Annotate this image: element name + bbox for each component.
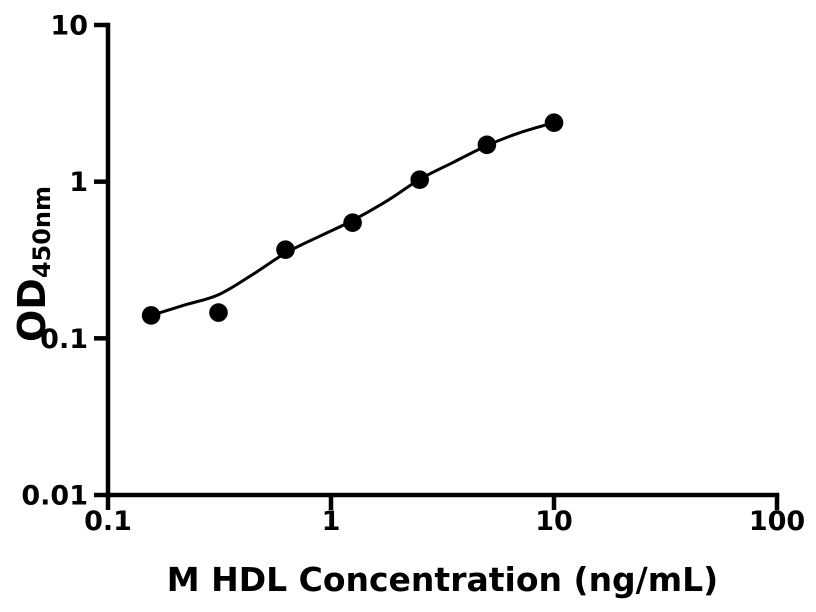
data-point-marker xyxy=(276,240,295,259)
y-tick-label: 10 xyxy=(50,11,88,42)
data-points xyxy=(141,113,564,325)
y-tick-label: 0.1 xyxy=(40,324,88,355)
data-point-marker xyxy=(477,135,497,155)
y-axis-title-subscript: 450nm xyxy=(28,186,56,278)
x-tick-label: 10 xyxy=(535,506,573,537)
data-point-marker xyxy=(343,213,362,232)
data-point-marker xyxy=(141,306,161,325)
axes xyxy=(105,22,780,498)
axis-ticks xyxy=(94,22,780,510)
data-point-marker xyxy=(410,170,430,189)
x-tick-label: 0.1 xyxy=(84,506,132,537)
data-point-marker xyxy=(209,303,228,322)
x-tick-label: 100 xyxy=(749,506,805,537)
x-axis-title: M HDL Concentration (ng/mL) xyxy=(167,560,718,599)
y-tick-label: 1 xyxy=(69,167,88,198)
x-tick-label: 1 xyxy=(322,506,341,537)
data-point-marker xyxy=(544,113,564,132)
y-axis-title-main: OD xyxy=(10,278,54,342)
y-axis-title: OD450nm xyxy=(10,186,56,342)
y-tick-label: 0.01 xyxy=(21,481,88,512)
